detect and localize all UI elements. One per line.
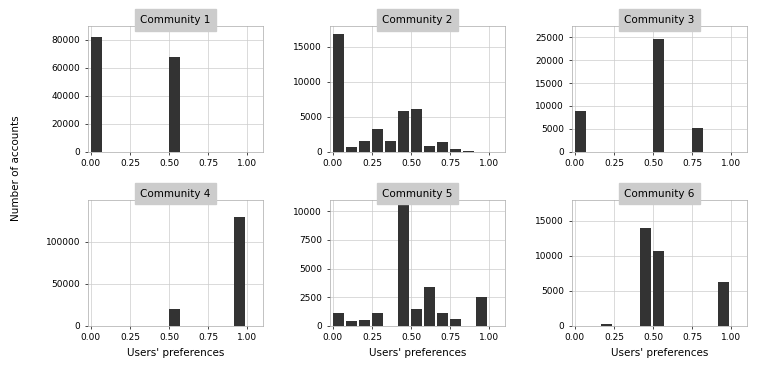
Bar (463, 151, 475, 152)
Bar (169, 57, 180, 152)
Bar (424, 287, 435, 326)
Bar (601, 325, 612, 326)
Bar (450, 149, 461, 152)
Bar (476, 297, 488, 326)
Bar (411, 308, 422, 326)
Title: Community 5: Community 5 (382, 189, 453, 199)
Title: Community 6: Community 6 (624, 189, 694, 199)
Title: Community 2: Community 2 (382, 15, 453, 25)
Bar (372, 313, 383, 326)
Bar (398, 203, 409, 326)
Bar (346, 147, 357, 152)
Bar (398, 110, 409, 152)
Bar (653, 39, 664, 152)
Title: Community 3: Community 3 (624, 15, 694, 25)
Bar (359, 141, 370, 152)
Bar (169, 309, 180, 326)
Bar (437, 313, 448, 326)
Title: Community 1: Community 1 (140, 15, 210, 25)
Bar (91, 37, 102, 152)
Bar (333, 313, 344, 326)
X-axis label: Users' preferences: Users' preferences (126, 348, 224, 358)
Text: Number of accounts: Number of accounts (11, 115, 21, 221)
Bar (372, 129, 383, 152)
Bar (424, 145, 435, 152)
X-axis label: Users' preferences: Users' preferences (369, 348, 466, 358)
Bar (411, 109, 422, 152)
Bar (437, 142, 448, 152)
Title: Community 4: Community 4 (140, 189, 210, 199)
Bar (346, 321, 357, 326)
Bar (450, 319, 461, 326)
Bar (640, 228, 651, 326)
Bar (333, 34, 344, 152)
Bar (719, 282, 729, 326)
Bar (692, 128, 703, 152)
Bar (385, 141, 396, 152)
Bar (575, 110, 586, 152)
Bar (235, 217, 245, 326)
Bar (653, 251, 664, 326)
X-axis label: Users' preferences: Users' preferences (610, 348, 708, 358)
Bar (359, 320, 370, 326)
